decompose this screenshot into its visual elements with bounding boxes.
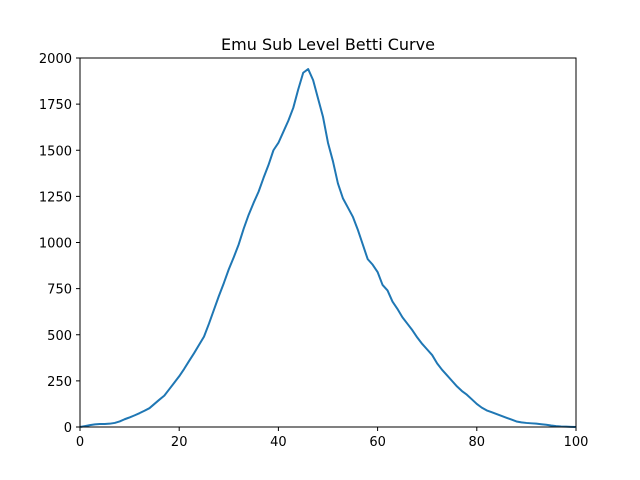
chart-title: Emu Sub Level Betti Curve (221, 35, 435, 54)
x-tick-label: 40 (270, 435, 287, 450)
y-tick-label: 500 (47, 329, 72, 344)
x-tick-label: 0 (76, 435, 84, 450)
y-tick-label: 1500 (39, 144, 72, 159)
y-tick-label: 1250 (39, 190, 72, 205)
x-tick-label: 100 (564, 435, 589, 450)
y-tick-label: 1000 (39, 237, 72, 252)
series-line (79, 68, 577, 428)
series-layer (79, 68, 577, 428)
y-axis-ticks: 0 250 500 750 1000 1250 1500 1750 2000 (39, 52, 80, 436)
plot-frame (79, 57, 577, 428)
y-tick-label: 1750 (39, 98, 72, 113)
y-tick-label: 2000 (39, 52, 72, 67)
x-tick-label: 60 (369, 435, 386, 450)
y-tick-label: 250 (47, 375, 72, 390)
x-axis-ticks: 0 20 40 60 80 100 (76, 427, 589, 450)
x-tick-label: 80 (469, 435, 486, 450)
x-tick-label: 20 (171, 435, 188, 450)
y-tick-label: 0 (64, 421, 72, 436)
y-tick-label: 750 (47, 283, 72, 298)
